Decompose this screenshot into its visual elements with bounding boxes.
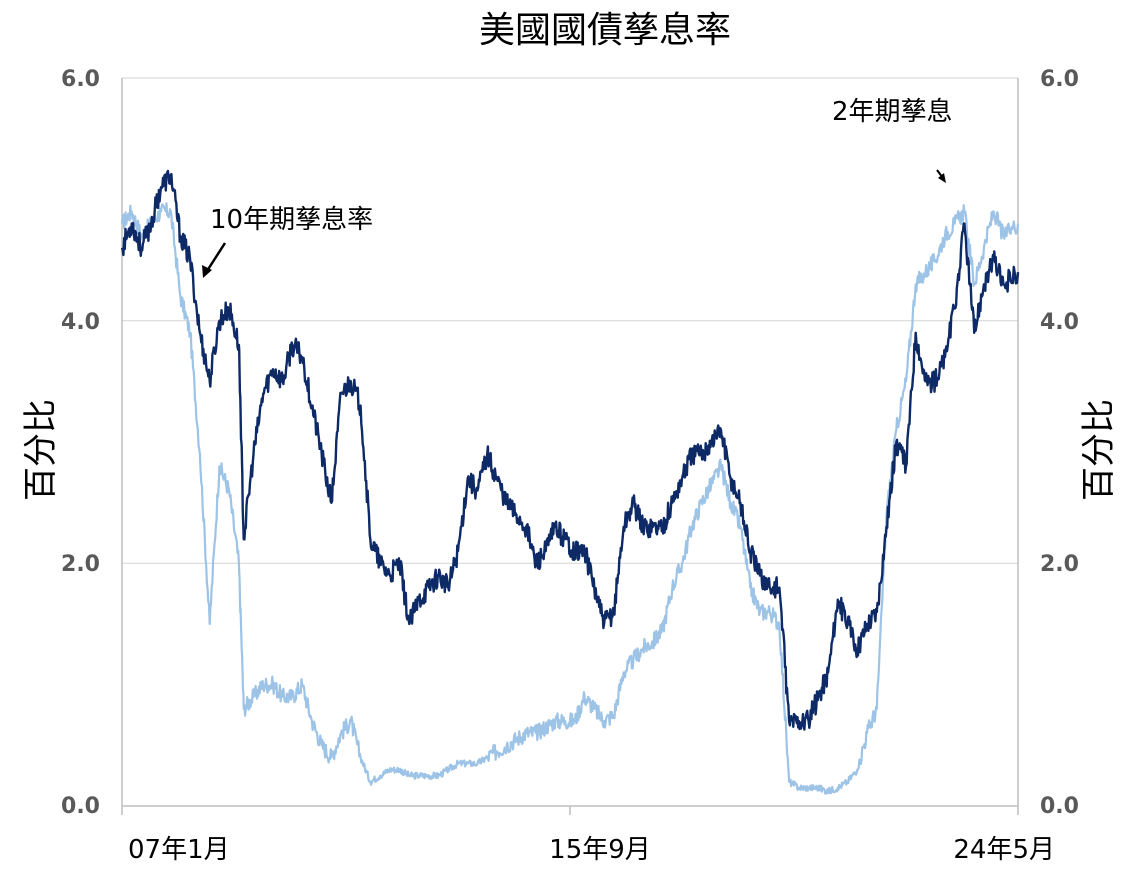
annotation-two-year: 2年期孳息: [832, 97, 953, 127]
x-tick-label-mid: 15年9月: [549, 835, 651, 865]
right-y-tick-4: 4.0: [1040, 310, 1079, 335]
right-y-tick-0: 0.0: [1040, 794, 1079, 819]
x-tick-labels: 07年1月 15年9月 24年5月: [128, 835, 1055, 865]
plot-frame: [121, 78, 1019, 815]
left-y-tick-labels: 0.0 2.0 4.0 6.0: [61, 67, 100, 819]
annotation-ten-year-arrow: [205, 242, 227, 272]
x-tick-label-start: 07年1月: [128, 835, 230, 865]
x-tick-label-end: 24年5月: [953, 835, 1055, 865]
left-y-tick-0: 0.0: [61, 794, 100, 819]
right-y-tick-6: 6.0: [1040, 67, 1079, 92]
series-layer: [120, 169, 1020, 795]
left-y-axis-label: 百分比: [21, 399, 61, 501]
right-y-tick-2: 2.0: [1040, 552, 1079, 577]
right-y-axis-label: 百分比: [1079, 399, 1119, 501]
annotation-ten-year-arrowhead: [202, 265, 212, 278]
left-y-tick-4: 4.0: [61, 310, 100, 335]
left-y-tick-6: 6.0: [61, 67, 100, 92]
grid-layer: [122, 77, 1018, 564]
annotation-ten-year: 10年期孳息率: [210, 205, 373, 235]
right-y-tick-labels: 0.0 2.0 4.0 6.0: [1040, 67, 1079, 819]
chart-title: 美國國債孳息率: [479, 10, 731, 51]
series-line-ten-year: [120, 169, 1020, 731]
series-line-two-year: [120, 202, 1020, 795]
left-y-tick-2: 2.0: [61, 552, 100, 577]
annotation-two-year-arrowhead: [938, 173, 946, 183]
annotations: 10年期孳息率 2年期孳息: [202, 97, 953, 278]
